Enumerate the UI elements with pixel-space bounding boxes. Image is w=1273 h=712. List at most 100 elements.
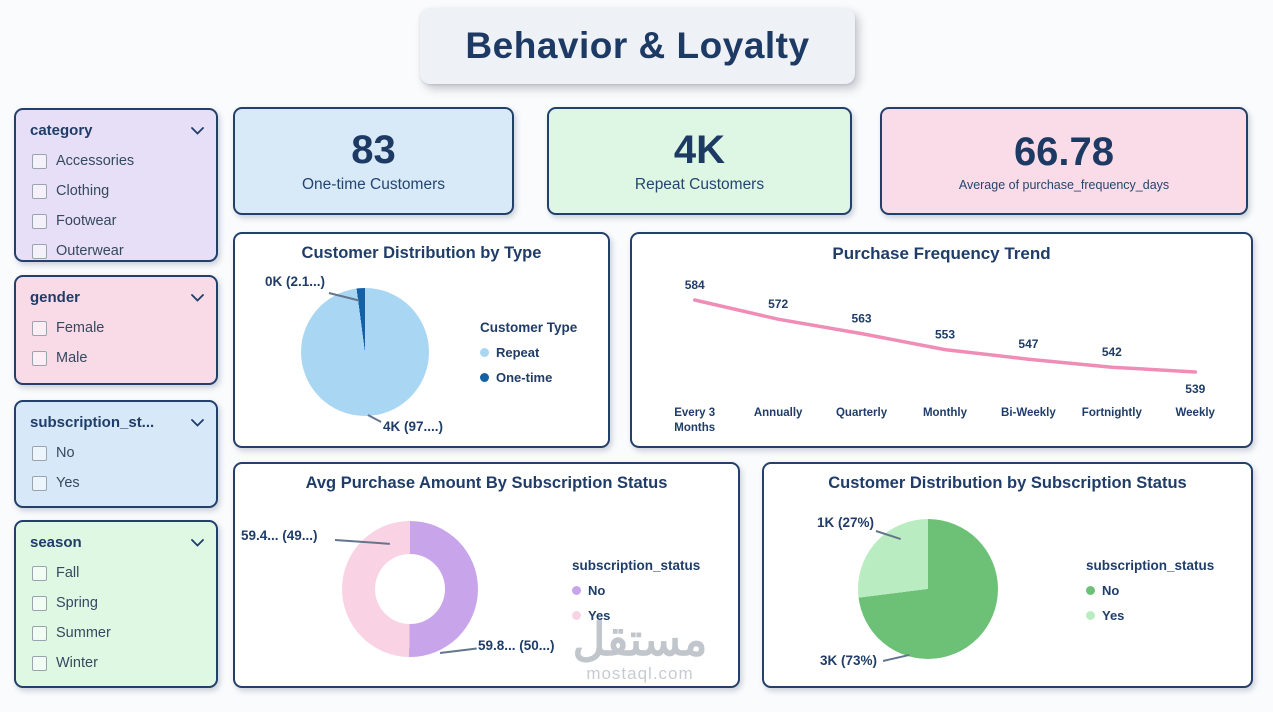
- kpi-value: 66.78: [1013, 129, 1115, 174]
- chevron-down-icon[interactable]: [191, 418, 204, 427]
- slicer-gender: gender Female Male: [14, 275, 218, 385]
- legend-item-yes[interactable]: Yes: [572, 608, 700, 623]
- slicer-subscription-header[interactable]: subscription_st...: [16, 402, 216, 436]
- legend: Customer Type Repeat One-time: [480, 320, 577, 385]
- legend-item-repeat[interactable]: Repeat: [480, 345, 577, 360]
- x-axis-label: Every 3 Months: [674, 407, 716, 434]
- trend-line[interactable]: [692, 298, 1198, 374]
- kpi-value: 83: [351, 127, 396, 172]
- legend-label: Yes: [1102, 608, 1125, 623]
- chevron-down-icon[interactable]: [191, 293, 204, 302]
- leader-line: [439, 647, 477, 654]
- data-label-yes: 59.4... (49...): [241, 528, 318, 543]
- legend-title: subscription_status: [1086, 558, 1215, 573]
- slicer-category-title: category: [30, 122, 93, 139]
- slicer-option-outerwear[interactable]: Outerwear: [32, 236, 210, 260]
- legend-bullet-icon: [572, 586, 581, 595]
- slicer-subscription-status: subscription_st... No Yes: [14, 400, 218, 508]
- pie-chart[interactable]: [858, 519, 998, 659]
- x-axis-label: Monthly: [922, 407, 968, 419]
- slicer-option-summer[interactable]: Summer: [32, 618, 210, 648]
- legend: subscription_status No Yes: [1086, 558, 1214, 623]
- checkbox-icon[interactable]: [32, 153, 47, 169]
- data-label: 547: [1018, 337, 1038, 351]
- slicer-option-no[interactable]: No: [32, 438, 210, 468]
- slicer-option-female[interactable]: Female: [32, 313, 210, 343]
- slicer-option-spring[interactable]: Spring: [32, 588, 210, 618]
- slicer-option-label: Yes: [56, 475, 80, 491]
- slicer-season-header[interactable]: season: [16, 522, 216, 556]
- pie-chart[interactable]: [301, 288, 429, 416]
- kpi-card-one-time-customers: 83 One-time Customers: [233, 107, 514, 215]
- legend-bullet-icon: [1086, 586, 1095, 595]
- leader-line: [882, 653, 910, 662]
- data-label-one-time: 0K (2.1...): [265, 274, 326, 289]
- slicer-option-footwear[interactable]: Footwear: [32, 206, 210, 236]
- checkbox-icon[interactable]: [32, 213, 47, 229]
- legend-bullet-icon: [480, 373, 489, 382]
- checkbox-icon[interactable]: [32, 595, 47, 611]
- data-label: 584: [685, 278, 705, 292]
- page-title: Behavior & Loyalty: [465, 25, 810, 66]
- checkbox-icon[interactable]: [32, 475, 47, 491]
- kpi-value: 4K: [673, 127, 726, 172]
- legend-bullet-icon: [1086, 611, 1095, 620]
- checkbox-icon[interactable]: [32, 350, 47, 366]
- slicer-option-clothing[interactable]: Clothing: [32, 176, 210, 206]
- checkbox-icon[interactable]: [32, 320, 47, 336]
- slicer-option-label: Spring: [56, 595, 98, 611]
- data-label-yes: 1K (27%): [817, 515, 875, 530]
- slicer-option-male[interactable]: Male: [32, 343, 210, 373]
- slicer-option-fall[interactable]: Fall: [32, 558, 210, 588]
- donut-hole: [375, 554, 445, 624]
- chart-title: Customer Distribution by Subscription St…: [828, 474, 1187, 492]
- legend-item-yes[interactable]: Yes: [1086, 608, 1214, 623]
- checkbox-icon[interactable]: [32, 625, 47, 641]
- x-axis-label: Fortnightly: [1081, 407, 1142, 419]
- slicer-option-yes[interactable]: Yes: [32, 468, 210, 498]
- x-axis-label: Weekly: [1175, 407, 1215, 419]
- x-axis-label: Annually: [753, 407, 803, 419]
- dashboard-title-card: Behavior & Loyalty: [420, 8, 855, 84]
- data-label-no: 3K (73%): [820, 653, 878, 668]
- chart-title: Avg Purchase Amount By Subscription Stat…: [305, 474, 668, 492]
- chevron-down-icon[interactable]: [191, 126, 204, 135]
- donut-chart[interactable]: [342, 521, 478, 657]
- line-chart[interactable]: 584 572 563 553 547 542 539: [653, 274, 1237, 406]
- slicer-option-accessories[interactable]: Accessories: [32, 146, 210, 176]
- slicer-category-header[interactable]: category: [16, 110, 216, 144]
- legend-item-one-time[interactable]: One-time: [480, 370, 577, 385]
- legend-title: Customer Type: [480, 320, 578, 335]
- slicer-gender-header[interactable]: gender: [16, 277, 216, 311]
- slicer-option-label: Outerwear: [56, 243, 124, 259]
- chart-customer-distribution-by-subscription: Customer Distribution by Subscription St…: [762, 462, 1253, 688]
- checkbox-icon[interactable]: [32, 445, 47, 461]
- kpi-card-repeat-customers: 4K Repeat Customers: [547, 107, 852, 215]
- slicer-option-winter[interactable]: Winter: [32, 648, 210, 678]
- chart-purchase-frequency-trend: Purchase Frequency Trend 584 572 563 553 547…: [630, 232, 1253, 448]
- data-label: 542: [1102, 345, 1122, 359]
- slicer-season-items: Fall Spring Summer Winter: [16, 556, 216, 678]
- slicer-subscription-title: subscription_st...: [30, 414, 155, 431]
- checkbox-icon[interactable]: [32, 565, 47, 581]
- slicer-option-label: Female: [56, 320, 105, 336]
- kpi-label: One-time Customers: [302, 175, 445, 193]
- legend-label: One-time: [496, 370, 553, 385]
- checkbox-icon[interactable]: [32, 655, 47, 671]
- legend-item-no[interactable]: No: [1086, 583, 1214, 598]
- checkbox-icon[interactable]: [32, 183, 47, 199]
- chart-avg-purchase-by-subscription: Avg Purchase Amount By Subscription Stat…: [233, 462, 740, 688]
- slicer-option-label: Male: [56, 350, 88, 366]
- kpi-label: Repeat Customers: [634, 175, 765, 193]
- chart-title: Customer Distribution by Type: [301, 244, 542, 262]
- slicer-season-title: season: [30, 534, 82, 551]
- kpi-label: Average of purchase_frequency_days: [958, 177, 1170, 192]
- data-label-repeat: 4K (97....): [383, 419, 444, 434]
- legend-item-no[interactable]: No: [572, 583, 700, 598]
- checkbox-icon[interactable]: [32, 243, 47, 259]
- slicer-option-label: Clothing: [56, 183, 110, 199]
- leader-line: [367, 414, 382, 423]
- slicer-category-items: Accessories Clothing Footwear Outerwear: [16, 144, 216, 260]
- chevron-down-icon[interactable]: [191, 538, 204, 547]
